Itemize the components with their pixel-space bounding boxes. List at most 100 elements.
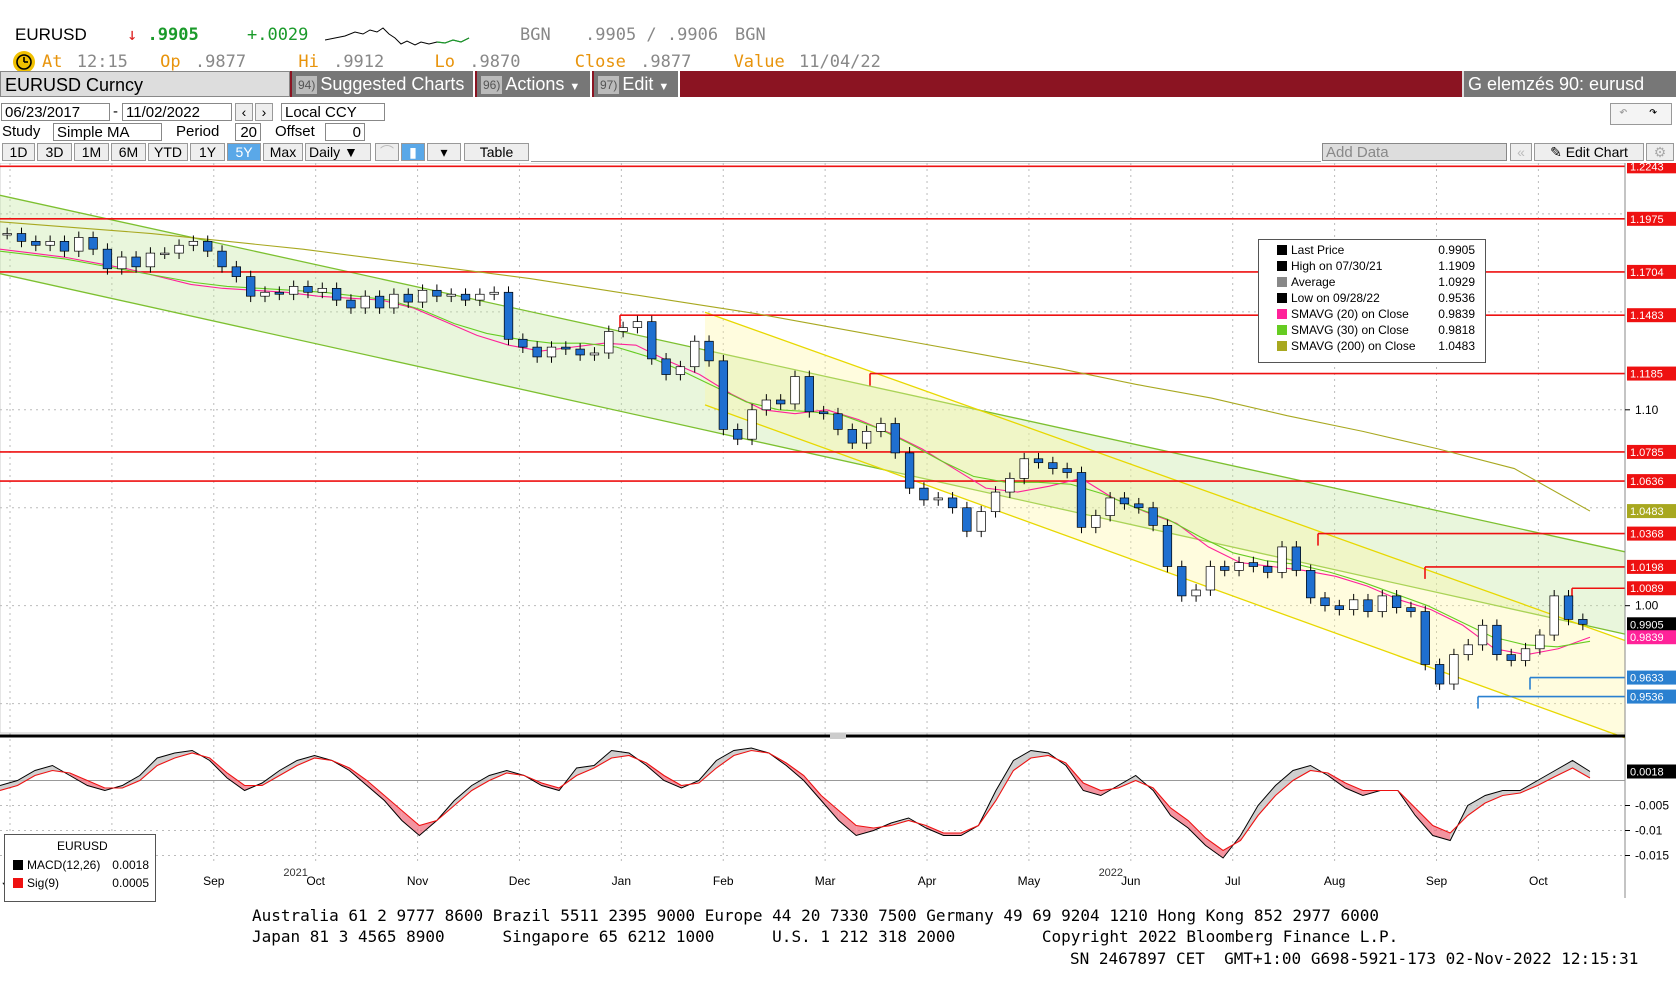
macd-legend-label: MACD(12,26) <box>27 858 101 872</box>
range-button-1y[interactable]: 1Y <box>190 143 225 161</box>
range-button-5y[interactable]: 5Y <box>227 143 261 161</box>
range-button-ytd[interactable]: YTD <box>148 143 188 161</box>
macd-histogram-area <box>1327 773 1346 788</box>
intraday-sparkline <box>325 27 470 46</box>
macd-histogram-area <box>366 780 385 801</box>
close-label: Close <box>574 52 626 72</box>
price-candle <box>1463 644 1473 655</box>
actions-menu[interactable]: 96) Actions ▼ <box>477 71 592 97</box>
value-tag <box>1627 630 1676 645</box>
price-candle <box>289 286 299 295</box>
macd-histogram-area <box>34 765 53 776</box>
macd-histogram-area <box>1258 785 1276 816</box>
macd-histogram-area <box>1555 760 1573 777</box>
collapse-icon[interactable]: « <box>1510 143 1532 161</box>
toolbar-spacer <box>531 143 1321 162</box>
legend-row: SMAVG (200) on Close 1.0483 <box>1265 338 1475 354</box>
date-to-field[interactable]: 11/02/2022 <box>122 103 232 121</box>
price-chart[interactable]: 1.10 1.00 1.2243 1.1975 1.1704 1.1483 1.1185 1.… <box>0 163 1676 898</box>
currency-select[interactable]: Local CCY <box>281 103 385 121</box>
price-candle <box>1091 515 1101 528</box>
date-from-field[interactable]: 06/23/2017 <box>1 103 110 121</box>
legend-row: High on 07/30/21 1.1909 <box>1265 258 1475 274</box>
macd-histogram-area <box>401 810 420 836</box>
macd-histogram-area <box>471 775 490 791</box>
legend-value: 0.9818 <box>1438 323 1475 337</box>
macd-legend-value: 0.0018 <box>112 858 149 872</box>
month-tick-label: Aug <box>1324 874 1345 888</box>
undo-icon[interactable]: ↶ <box>1619 104 1628 120</box>
legend-swatch <box>1277 277 1287 287</box>
period-input[interactable]: 20 <box>235 123 261 141</box>
macd-tick-label: -0.005 <box>1635 799 1669 813</box>
price-candle <box>704 340 714 362</box>
legend-swatch <box>1277 309 1287 319</box>
quote-line-2: At 12:15 Op .9877 Hi .9912 Lo .9870 Clos… <box>42 52 881 72</box>
chart-legend[interactable]: Last Price 0.9905 High on 07/30/21 1.1909 Av… <box>1258 239 1486 363</box>
price-candle <box>1349 599 1359 610</box>
clock-icon[interactable] <box>13 51 35 73</box>
level-tag <box>1627 474 1676 489</box>
range-button-max[interactable]: Max <box>263 143 303 161</box>
price-candle <box>1391 595 1402 608</box>
settings-gear-icon[interactable]: ⚙ <box>1646 143 1674 161</box>
macd-value-tag <box>1627 764 1676 779</box>
range-button-1d[interactable]: 1D <box>2 143 35 161</box>
security-field[interactable]: EURUSD Curncy <box>0 71 290 97</box>
legend-label: SMAVG (30) on Close <box>1291 323 1409 337</box>
legend-swatch <box>1277 325 1287 335</box>
panel-resize-handle[interactable] <box>830 733 846 739</box>
price-candle <box>260 291 270 297</box>
price-candle <box>790 376 800 405</box>
price-candle <box>933 497 943 501</box>
study-select[interactable]: Simple MA <box>53 123 162 141</box>
price-candle <box>733 429 743 440</box>
down-arrow-icon: ↓ <box>127 25 138 45</box>
prev-period-button[interactable]: ‹ <box>235 103 253 121</box>
price-candle <box>904 452 915 489</box>
next-period-button[interactable]: › <box>255 103 273 121</box>
level-tag-label: 1.1185 <box>1630 369 1663 381</box>
bar-chart-icon[interactable]: ▮ <box>401 143 425 161</box>
year-label: 2021 <box>283 867 307 879</box>
edit-menu[interactable]: 97) Edit ▼ <box>594 71 680 97</box>
line-chart-icon[interactable]: ⌒ <box>375 143 399 161</box>
time-axis: JulAugSepOctNovDecJanFebMarAprMayJunJulA… <box>2 867 1548 888</box>
macd-legend[interactable]: EURUSD MACD(12,26) 0.0018 Sig(9) 0.0005 <box>4 834 156 902</box>
level-tag <box>1627 559 1676 574</box>
macd-histogram-area <box>122 775 140 788</box>
chart-type-dropdown[interactable]: ▾ <box>427 143 461 161</box>
level-tag <box>1627 526 1676 541</box>
month-tick-label: Feb <box>713 874 734 888</box>
edit-chart-button[interactable]: ✎ Edit Chart <box>1534 143 1644 161</box>
macd-histogram-area <box>1013 750 1031 771</box>
price-candle <box>1019 458 1029 479</box>
price-candle <box>861 431 872 444</box>
offset-input[interactable]: 0 <box>325 123 365 141</box>
price-candle <box>647 321 657 360</box>
price-candle <box>1320 597 1330 607</box>
macd-value-tag-label: 0.0018 <box>1630 767 1664 779</box>
range-button-1m[interactable]: 1M <box>74 143 109 161</box>
macd-histogram-area <box>1188 820 1206 846</box>
month-tick-label: Jun <box>1121 874 1140 888</box>
legend-row: Low on 09/28/22 0.9536 <box>1265 290 1475 306</box>
price-candle <box>876 423 886 432</box>
range-button-3d[interactable]: 3D <box>37 143 72 161</box>
level-tag-label: 1.0785 <box>1630 447 1664 459</box>
price-candle <box>317 288 327 293</box>
legend-value: 1.1909 <box>1438 259 1475 273</box>
table-button[interactable]: Table <box>464 143 529 161</box>
add-data-input[interactable]: Add Data <box>1322 143 1507 161</box>
macd-histogram-area <box>926 825 944 836</box>
macd-histogram-area <box>69 773 88 786</box>
price-candle <box>1306 570 1316 599</box>
price-candle <box>88 237 98 250</box>
price-candle <box>546 346 557 358</box>
suggested-charts-menu[interactable]: 94) Suggested Charts <box>292 71 475 97</box>
price-candle <box>1148 507 1158 526</box>
redo-icon[interactable]: ↷ <box>1649 104 1658 120</box>
range-button-6m[interactable]: 6M <box>111 143 146 161</box>
macd-histogram-area <box>891 818 909 826</box>
frequency-select[interactable]: Daily ▼ <box>305 143 371 161</box>
